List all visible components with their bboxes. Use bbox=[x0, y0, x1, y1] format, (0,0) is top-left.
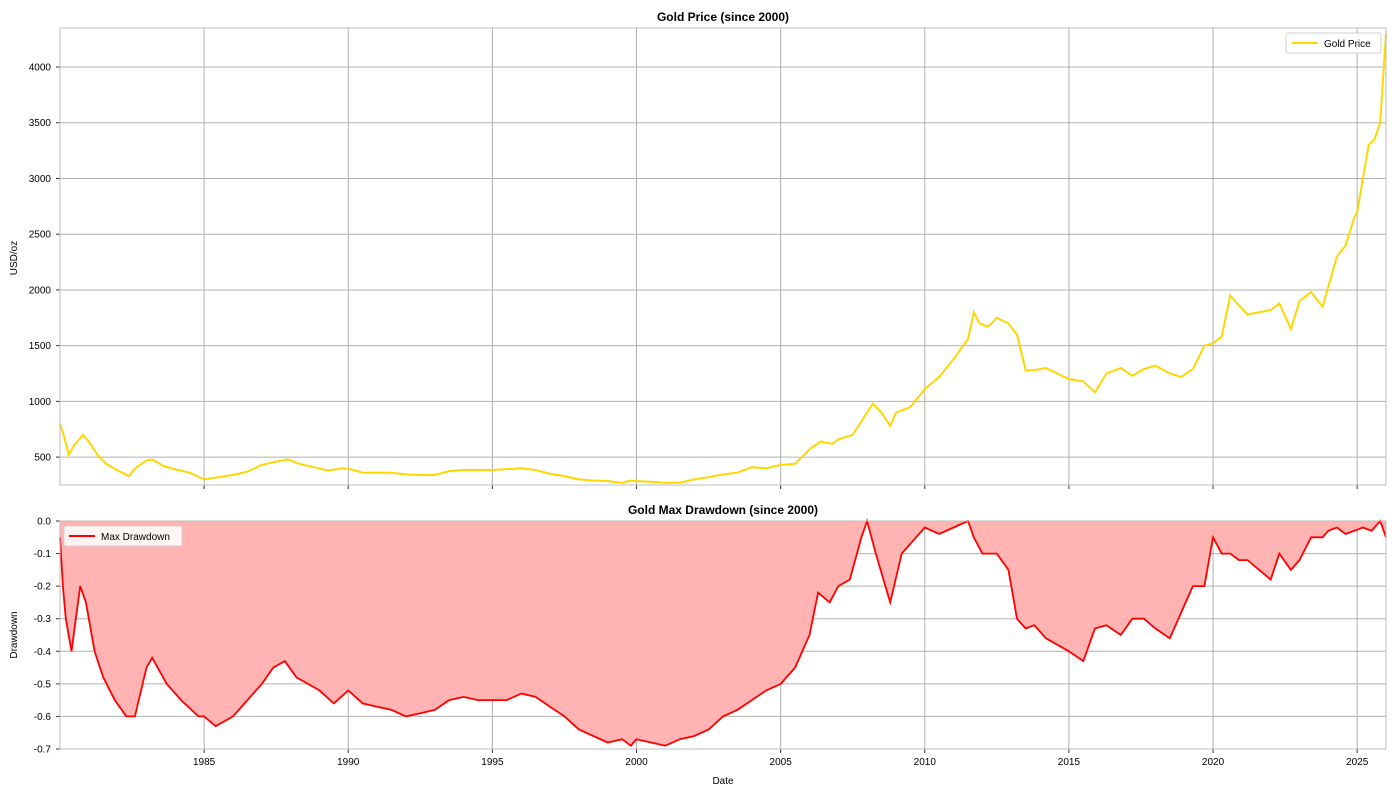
x-tick-label: 2000 bbox=[625, 757, 648, 768]
x-tick-label: 2025 bbox=[1346, 757, 1369, 768]
y-tick-label: 500 bbox=[34, 453, 51, 464]
y-tick-label: 3500 bbox=[29, 118, 52, 129]
drawdown-plot-frame bbox=[59, 520, 1387, 750]
y-tick-label: 2500 bbox=[29, 230, 52, 241]
drawdown-line bbox=[59, 517, 1387, 747]
price-panel: Gold Price (since 2000) USD/oz 500 1000 15… bbox=[9, 10, 1387, 489]
y-tick-label: -0.2 bbox=[34, 582, 52, 593]
drawdown-panel: Gold Max Drawdown (since 2000) Drawdown … bbox=[9, 503, 1387, 787]
x-tick-label: 1990 bbox=[337, 757, 360, 768]
y-tick-label: 2000 bbox=[29, 285, 52, 296]
gold-price-line bbox=[59, 33, 1387, 484]
drawdown-legend: Max Drawdown bbox=[63, 525, 183, 547]
x-tick-label: 1985 bbox=[193, 757, 216, 768]
y-tick-label: 0.0 bbox=[37, 517, 51, 528]
drawdown-y-axis-label: Drawdown bbox=[9, 611, 20, 658]
x-tick-label: 2020 bbox=[1202, 757, 1225, 768]
y-tick-label: 3000 bbox=[29, 174, 52, 185]
price-y-axis-label: USD/oz bbox=[9, 241, 20, 275]
price-x-ticks bbox=[203, 485, 1358, 489]
y-tick-label: 1000 bbox=[29, 397, 52, 408]
drawdown-area-fill bbox=[60, 521, 1386, 746]
price-chart-title: Gold Price (since 2000) bbox=[657, 10, 789, 24]
y-tick-label: -0.1 bbox=[34, 549, 52, 560]
x-tick-label: 2005 bbox=[770, 757, 793, 768]
drawdown-x-ticks: 1985 1990 1995 2000 2005 2010 2015 2020 2025 bbox=[193, 749, 1369, 768]
drawdown-chart-title: Gold Max Drawdown (since 2000) bbox=[628, 503, 818, 517]
y-tick-label: -0.6 bbox=[34, 712, 52, 723]
price-grid bbox=[60, 28, 1386, 485]
x-tick-label: 1995 bbox=[481, 757, 504, 768]
y-tick-label: -0.3 bbox=[34, 614, 52, 625]
price-legend: Gold Price bbox=[1285, 32, 1382, 54]
drawdown-x-axis-label: Date bbox=[712, 776, 734, 787]
drawdown-legend-label: Max Drawdown bbox=[101, 532, 170, 543]
price-plot-frame bbox=[59, 27, 1387, 486]
y-tick-label: 4000 bbox=[29, 63, 52, 74]
price-y-ticks: 500 1000 1500 2000 2500 3000 3500 4000 bbox=[29, 63, 60, 464]
gold-price-legend-label: Gold Price bbox=[1324, 39, 1371, 50]
y-tick-label: -0.7 bbox=[34, 745, 52, 756]
x-tick-label: 2010 bbox=[914, 757, 937, 768]
drawdown-y-ticks: 0.0 -0.1 -0.2 -0.3 -0.4 -0.5 -0.6 -0.7 bbox=[34, 517, 60, 756]
y-tick-label: -0.4 bbox=[34, 647, 52, 658]
x-tick-label: 2015 bbox=[1058, 757, 1081, 768]
y-tick-label: -0.5 bbox=[34, 679, 52, 690]
y-tick-label: 1500 bbox=[29, 341, 52, 352]
